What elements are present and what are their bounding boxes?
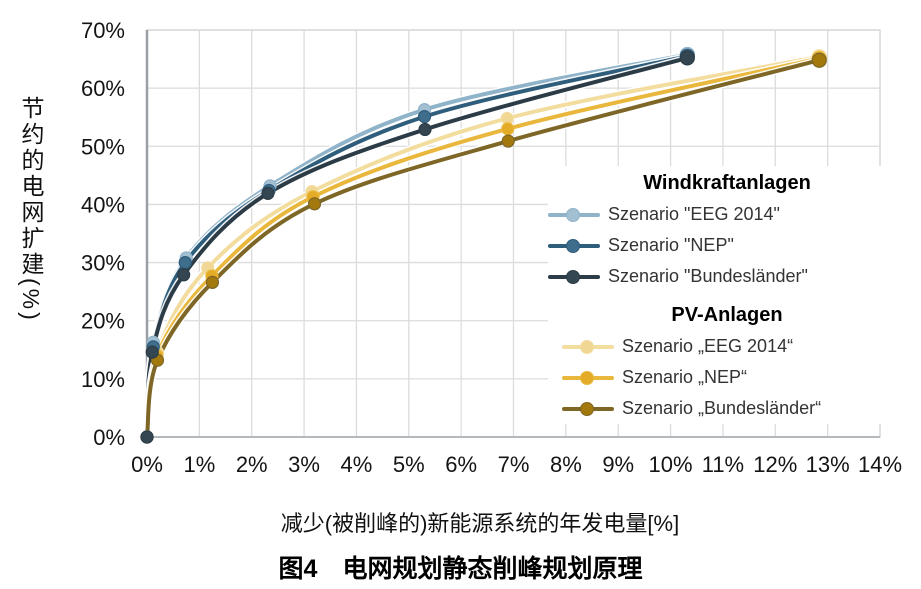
legend-line-marker-icon bbox=[562, 401, 614, 417]
legend-item: Szenario "EEG 2014" bbox=[548, 199, 906, 230]
x-tick-label: 4% bbox=[341, 452, 373, 477]
legend-item: Szenario "Bundesländer" bbox=[548, 261, 906, 292]
data-point-marker bbox=[418, 122, 432, 137]
chart-legend: Windkraftanlagen Szenario "EEG 2014" Sze… bbox=[548, 166, 906, 424]
y-tick-label: 70% bbox=[81, 18, 125, 43]
x-tick-label: 9% bbox=[602, 452, 634, 477]
x-axis-label: 减少(被削峰的)新能源系统的年发电量[%] bbox=[280, 511, 680, 536]
data-point-marker bbox=[501, 122, 515, 136]
legend-item-label: Szenario "NEP" bbox=[608, 235, 734, 255]
x-tick-label: 11% bbox=[702, 452, 744, 477]
y-tick-label: 50% bbox=[81, 134, 125, 159]
data-point-marker bbox=[417, 110, 432, 124]
legend-line-marker-icon bbox=[562, 370, 614, 386]
data-point-marker bbox=[261, 186, 275, 200]
y-axis-label: 节约的电网扩建(%) bbox=[18, 96, 44, 323]
data-point-marker bbox=[501, 134, 515, 148]
x-tick-label: 8% bbox=[550, 452, 582, 477]
legend-item-label: Szenario „EEG 2014“ bbox=[622, 336, 794, 356]
y-tick-label: 20% bbox=[81, 309, 125, 334]
x-tick-label: 1% bbox=[183, 452, 215, 477]
y-tick-label: 40% bbox=[81, 192, 125, 217]
figure-caption: 图4 电网规划静态削峰规划原理 bbox=[278, 555, 643, 583]
data-point-marker bbox=[679, 50, 695, 66]
x-tick-label: 6% bbox=[445, 452, 477, 477]
legend-item-label: Szenario „Bundesländer“ bbox=[622, 398, 822, 418]
x-tick-label: 5% bbox=[393, 452, 425, 477]
legend-line-marker-icon bbox=[562, 339, 614, 355]
y-tick-label: 10% bbox=[81, 367, 125, 392]
legend-group-title-wind: Windkraftanlagen bbox=[643, 172, 811, 194]
x-tick-label: 0% bbox=[131, 452, 163, 477]
data-point-marker bbox=[307, 197, 322, 211]
x-tick-label: 14% bbox=[858, 452, 902, 477]
legend-item-label: Szenario "Bundesländer" bbox=[608, 266, 808, 286]
legend-item-label: Szenario „NEP“ bbox=[622, 367, 748, 387]
data-point-marker bbox=[811, 52, 827, 68]
legend-line-marker-icon bbox=[548, 269, 600, 285]
data-point-marker bbox=[145, 345, 159, 359]
legend-line-marker-icon bbox=[548, 207, 600, 223]
data-point-marker bbox=[178, 255, 192, 270]
legend-group-title-pv: PV-Anlagen bbox=[671, 304, 783, 326]
legend-line-marker-icon bbox=[548, 238, 600, 254]
x-tick-label: 3% bbox=[288, 452, 320, 477]
x-tick-label: 7% bbox=[498, 452, 530, 477]
y-tick-label: 30% bbox=[81, 251, 125, 276]
legend-item: Szenario "NEP" bbox=[548, 230, 906, 261]
x-tick-label: 13% bbox=[806, 452, 850, 477]
legend-item-label: Szenario "EEG 2014" bbox=[608, 204, 780, 224]
legend-item: Szenario „EEG 2014“ bbox=[548, 331, 906, 362]
legend-item: Szenario „Bundesländer“ bbox=[548, 393, 906, 424]
x-tick-label: 12% bbox=[753, 452, 797, 477]
y-tick-label: 0% bbox=[93, 425, 125, 450]
x-tick-label: 10% bbox=[649, 452, 693, 477]
data-point-marker bbox=[140, 430, 154, 444]
data-point-marker bbox=[177, 268, 191, 282]
x-tick-label: 2% bbox=[236, 452, 268, 477]
y-tick-label: 60% bbox=[81, 76, 125, 101]
legend-item: Szenario „NEP“ bbox=[548, 362, 906, 393]
data-point-marker bbox=[205, 275, 220, 289]
